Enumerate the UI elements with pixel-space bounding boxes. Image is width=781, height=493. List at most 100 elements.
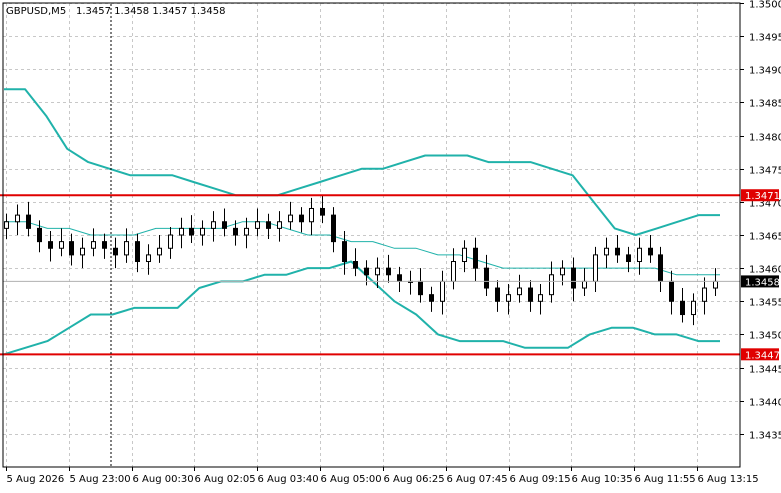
y-tick-label: 1.3500 [749, 0, 781, 11]
candle-bear [418, 280, 423, 296]
x-tick-label: 6 Aug 13:15 [698, 474, 759, 485]
candle-bear [189, 227, 194, 236]
candle-bear [102, 241, 107, 249]
candle-bull [91, 241, 96, 249]
y-tick-label: 1.3465 [749, 232, 781, 243]
candle-bull [538, 294, 543, 302]
candle-bull [440, 280, 445, 302]
current-price-label: 1.3458 [745, 277, 780, 288]
bollinger-upper-line [4, 88, 720, 236]
candle-bear [571, 267, 576, 289]
candle-bear [495, 287, 500, 302]
candle-bear [364, 267, 369, 276]
candle-bear [113, 247, 118, 256]
candle-bull [168, 234, 173, 249]
x-tick-label: 6 Aug 03:40 [258, 474, 319, 485]
candle-bear [48, 241, 53, 249]
candle-bull [506, 294, 511, 302]
candle-bull [549, 274, 554, 296]
bollinger-bands [3, 88, 720, 356]
x-tick-label: 6 Aug 07:45 [447, 474, 508, 485]
candle-bear [680, 300, 685, 316]
candle-bull [157, 247, 162, 256]
candle-bull [244, 227, 249, 236]
price-level-tag [741, 189, 779, 202]
candle-bull [211, 221, 216, 229]
y-tick-label: 1.3495 [749, 33, 781, 44]
candle-bull [582, 280, 587, 289]
price-axis[interactable]: 1.3500 1.3495 1.3490 1.3485 1.3480 1.3475 1.34… [740, 0, 781, 442]
candle-bear [26, 214, 31, 229]
candle-bull [451, 261, 456, 282]
symbol-label: GBPUSD,M5 [6, 6, 66, 17]
candle-bear [473, 247, 478, 269]
x-tick-label: 6 Aug 09:15 [510, 474, 571, 485]
candle-bear [615, 247, 620, 256]
candle-bull [146, 254, 151, 263]
y-tick-label: 1.3445 [749, 365, 781, 376]
candle-bear [353, 261, 358, 269]
candle-bull [462, 247, 467, 263]
candle-bear [669, 280, 674, 302]
x-tick-label: 5 Aug 23:00 [70, 474, 131, 485]
candle-bull [593, 254, 598, 282]
x-tick-label: 5 Aug 2026 [7, 474, 65, 485]
candle-bear [135, 241, 140, 263]
candle-bull [59, 241, 64, 249]
candle-bull [15, 214, 20, 223]
candle-bear [37, 227, 42, 243]
y-tick-label: 1.3460 [749, 265, 781, 276]
bollinger-middle-line [4, 221, 720, 276]
candle-bear [386, 267, 391, 276]
candle-bear [429, 294, 434, 302]
current-price-tag [741, 275, 779, 288]
x-tick-label: 6 Aug 02:05 [195, 474, 256, 485]
candle-bear [658, 254, 663, 282]
price-level-tag [741, 348, 779, 361]
y-tick-label: 1.3470 [749, 199, 781, 210]
candle-bull [179, 227, 184, 236]
x-tick-label: 6 Aug 05:00 [321, 474, 382, 485]
y-tick-label: 1.3435 [749, 431, 781, 442]
candle-bear [69, 241, 74, 256]
ohlc-readout: 1.3457 1.3458 1.3457 1.3458 [76, 6, 226, 17]
candle-bull [309, 207, 314, 223]
grid [3, 3, 740, 467]
candle-bull [560, 267, 565, 276]
candle-bull [637, 247, 642, 263]
price-level-label: 1.3471 [745, 191, 780, 202]
y-tick-label: 1.3475 [749, 166, 781, 177]
y-tick-label: 1.3480 [749, 133, 781, 144]
candle-bull [691, 300, 696, 316]
candle-bull [713, 280, 718, 289]
candle-bull [4, 221, 9, 229]
candle-bear [342, 241, 347, 263]
x-tick-label: 6 Aug 11:55 [635, 474, 696, 485]
price-level-label: 1.3447 [745, 350, 780, 361]
candle-bear [299, 214, 304, 223]
candle-bear [320, 207, 325, 216]
candle-bull [517, 287, 522, 296]
y-tick-label: 1.3450 [749, 331, 781, 342]
horizontal-levels[interactable] [0, 194, 740, 356]
bollinger-lower-line [3, 260, 720, 356]
candle-bear [233, 227, 238, 236]
candle-bull [375, 267, 380, 276]
candle-bear [331, 214, 336, 243]
x-tick-label: 6 Aug 06:25 [384, 474, 445, 485]
candle-bear [397, 274, 402, 282]
candle-bull [288, 214, 293, 223]
candle-bull [124, 241, 129, 256]
y-tick-label: 1.3485 [749, 99, 781, 110]
time-axis[interactable]: 5 Aug 2026 5 Aug 23:00 6 Aug 00:30 6 Aug 02… [6, 467, 759, 485]
candle-bear [484, 267, 489, 289]
candle-bull [255, 221, 260, 229]
candle-bull [277, 221, 282, 229]
candle-bull [604, 247, 609, 256]
candle-bear [528, 287, 533, 302]
candle-bear [222, 221, 227, 229]
candle-bear [626, 254, 631, 263]
